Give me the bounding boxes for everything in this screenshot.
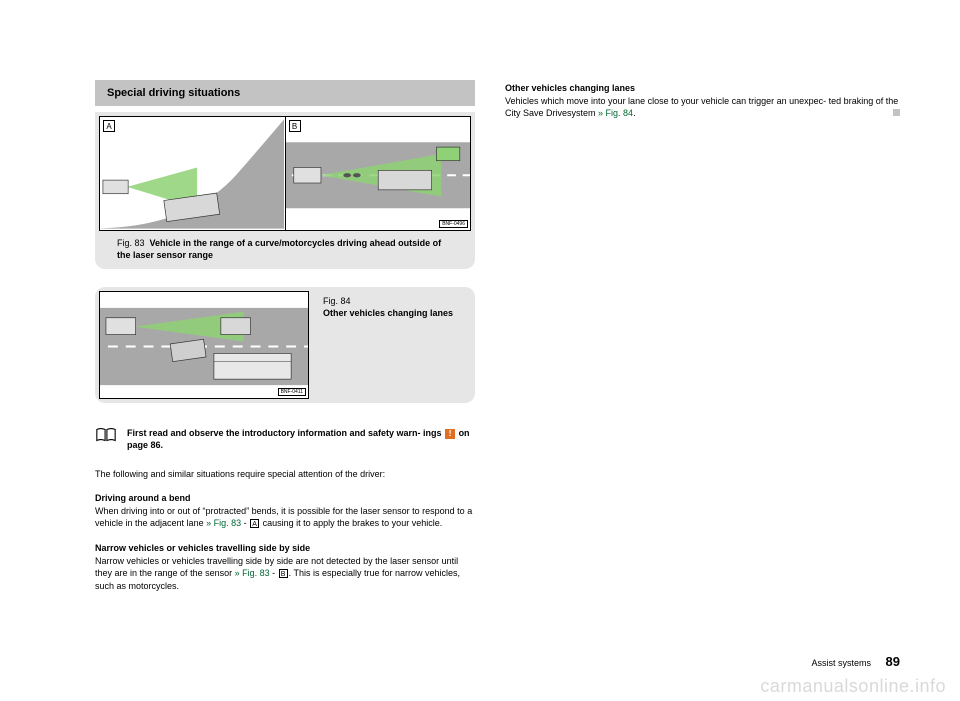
image-code-83: BNF-0496: [439, 220, 468, 228]
book-icon: [95, 427, 117, 448]
manual-page: Special driving situations A B: [0, 0, 960, 701]
narrow-dash: -: [270, 568, 278, 578]
figure-84-number: Fig. 84: [323, 296, 351, 306]
figure-84-image: BNF-0411: [99, 291, 309, 399]
curve-road-diagram: [100, 117, 284, 229]
intro-text: The following and similar situations req…: [95, 468, 475, 481]
lane-change-diagram: [100, 292, 308, 399]
page-footer: Assist systems 89: [812, 654, 901, 669]
info-text: First read and observe the introductory …: [127, 427, 475, 451]
bend-dash: -: [244, 518, 250, 528]
narrow-title: Narrow vehicles or vehicles travelling s…: [95, 543, 310, 553]
watermark: carmanualsonline.info: [760, 676, 946, 697]
other-text-a: Vehicles which move into your lane close…: [505, 96, 898, 119]
footer-section: Assist systems: [812, 658, 872, 668]
figure-83-caption: Fig. 83 Vehicle in the range of a curve/…: [99, 231, 471, 265]
other-end: .: [633, 108, 636, 118]
letter-badge-b: B: [279, 569, 288, 578]
bend-fig-ref[interactable]: » Fig. 83: [206, 518, 244, 528]
other-title: Other vehicles changing lanes: [505, 83, 635, 93]
image-code-84: BNF-0411: [278, 388, 306, 396]
figure-83-sub-a: A: [100, 117, 286, 230]
letter-badge-a: A: [250, 519, 259, 528]
figure-83-image: A B: [99, 116, 471, 231]
bend-title: Driving around a bend: [95, 493, 191, 503]
bend-text-b: causing it to apply the brakes to your v…: [260, 518, 442, 528]
figure-84-caption: Fig. 84 Other vehicles changing lanes: [313, 287, 461, 403]
motorcycle-road-diagram: [286, 117, 470, 229]
other-fig-ref[interactable]: » Fig. 84: [598, 108, 633, 118]
figure-83-sub-b: B BNF-0496: [286, 117, 471, 230]
figure-84-caption-text: Other vehicles changing lanes: [323, 308, 453, 318]
info-row: First read and observe the introductory …: [95, 427, 475, 451]
section-header: Special driving situations: [95, 80, 475, 106]
info-prefix: First read and observe the introductory …: [127, 428, 444, 438]
sub-label-a: A: [103, 120, 115, 132]
warning-icon: !: [445, 429, 455, 439]
figure-84-panel: BNF-0411 Fig. 84 Other vehicles changing…: [95, 287, 475, 403]
figure-83-panel: A B: [95, 112, 475, 269]
figure-83-number: Fig. 83: [117, 238, 145, 248]
end-of-section-marker: [893, 109, 900, 116]
figure-83-caption-text: Vehicle in the range of a curve/motorcyc…: [117, 238, 441, 260]
narrow-paragraph: Narrow vehicles or vehicles travelling s…: [95, 542, 475, 592]
right-column: Other vehicles changing lanes Vehicles w…: [505, 80, 900, 671]
narrow-fig-ref[interactable]: » Fig. 83: [235, 568, 270, 578]
other-paragraph: Other vehicles changing lanes Vehicles w…: [505, 82, 900, 120]
page-number: 89: [886, 654, 900, 669]
left-column: Special driving situations A B: [95, 80, 475, 671]
bend-paragraph: Driving around a bend When driving into …: [95, 492, 475, 530]
sub-label-b: B: [289, 120, 301, 132]
